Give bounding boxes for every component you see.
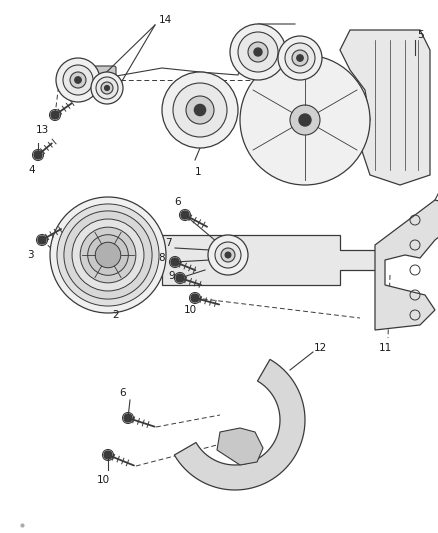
Text: 7: 7	[165, 238, 171, 248]
Polygon shape	[217, 428, 263, 465]
Text: 13: 13	[35, 125, 49, 135]
Text: 1: 1	[194, 167, 201, 177]
Circle shape	[101, 82, 113, 94]
Circle shape	[88, 235, 128, 276]
Circle shape	[208, 235, 248, 275]
Circle shape	[297, 55, 303, 61]
Circle shape	[57, 204, 159, 306]
Circle shape	[80, 227, 136, 283]
Circle shape	[38, 236, 46, 244]
Circle shape	[225, 252, 231, 258]
Circle shape	[285, 43, 315, 73]
Circle shape	[56, 58, 100, 102]
Circle shape	[278, 36, 322, 80]
Circle shape	[104, 451, 112, 459]
Circle shape	[64, 211, 152, 299]
Circle shape	[181, 211, 189, 219]
Circle shape	[70, 72, 86, 88]
Text: 9: 9	[169, 271, 175, 281]
Circle shape	[254, 48, 262, 56]
Circle shape	[63, 65, 93, 95]
Circle shape	[124, 414, 132, 422]
Circle shape	[221, 248, 235, 262]
Circle shape	[238, 32, 278, 72]
Text: 6: 6	[175, 197, 181, 207]
Polygon shape	[340, 30, 430, 185]
Circle shape	[191, 294, 199, 302]
Text: 3: 3	[27, 250, 33, 260]
Circle shape	[194, 104, 205, 116]
Text: 2: 2	[113, 310, 119, 320]
Circle shape	[75, 77, 81, 83]
Circle shape	[162, 72, 238, 148]
Circle shape	[215, 242, 241, 268]
Circle shape	[95, 242, 121, 268]
Circle shape	[230, 24, 286, 80]
Text: 6: 6	[120, 388, 126, 398]
Text: 10: 10	[96, 475, 110, 485]
FancyBboxPatch shape	[94, 66, 116, 94]
Circle shape	[50, 197, 166, 313]
Text: 14: 14	[159, 15, 172, 25]
Text: 5: 5	[418, 30, 424, 40]
Circle shape	[34, 151, 42, 159]
Text: 8: 8	[159, 253, 165, 263]
Circle shape	[292, 50, 308, 66]
Circle shape	[173, 83, 227, 137]
Circle shape	[171, 258, 179, 266]
Text: 10: 10	[184, 305, 197, 315]
Text: 4: 4	[28, 165, 35, 175]
Circle shape	[290, 105, 320, 135]
Polygon shape	[162, 235, 380, 285]
Circle shape	[51, 111, 59, 119]
Circle shape	[72, 219, 144, 291]
Text: 11: 11	[378, 343, 392, 353]
Text: 12: 12	[313, 343, 327, 353]
Circle shape	[240, 55, 370, 185]
Circle shape	[96, 77, 118, 99]
Circle shape	[248, 42, 268, 62]
Circle shape	[176, 274, 184, 282]
Circle shape	[105, 86, 110, 91]
Circle shape	[186, 96, 214, 124]
Circle shape	[299, 114, 311, 126]
Polygon shape	[375, 200, 438, 330]
Polygon shape	[174, 359, 305, 490]
Circle shape	[91, 72, 123, 104]
